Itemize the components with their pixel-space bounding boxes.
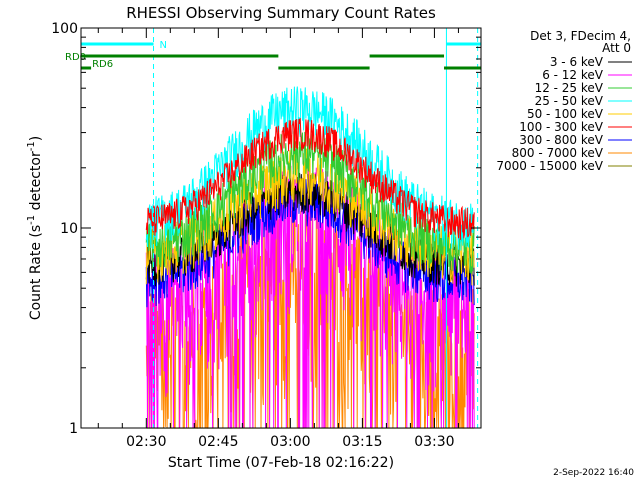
legend-label-8: 7000 - 15000 keV [496,159,603,173]
legend-label-2: 12 - 25 keV [535,81,604,95]
series-line-5 [145,118,475,240]
x-tick-label-1: 02:45 [198,434,238,450]
legend-label-6: 300 - 800 keV [519,133,603,147]
x-tick-label-0: 02:30 [126,434,166,450]
legend-label-0: 3 - 6 keV [550,55,604,69]
y-axis-label-main: Count Rate (s [28,225,44,320]
x-tick-label-2: 03:00 [270,434,310,450]
x-tick-label-3: 03:15 [342,434,382,450]
legend-label-3: 25 - 50 keV [535,94,604,108]
footer-timestamp: 2-Sep-2022 16:40 [553,468,634,478]
axes: 02:30 02:45 03:00 03:15 03:30 1 10 100 [51,21,481,450]
state-label-rd6: RD6 [92,59,113,70]
y-axis-label-sup2: -1 [26,141,37,151]
legend-header-line2: Att 0 [602,41,631,55]
x-axis-label: Start Time (07-Feb-18 02:16:22) [168,455,394,471]
x-tick-label-4: 03:30 [414,434,454,450]
y-axis-label-mid: detector [28,151,44,215]
y-axis-label-end: ) [28,136,44,141]
y-axis-label-sup1: -1 [26,215,37,225]
y-tick-label-2: 100 [51,21,78,37]
legend-label-5: 100 - 300 keV [519,120,603,134]
state-label-rd0: RD0 [65,52,86,63]
legend-header-line1: Det 3, FDecim 4, [530,29,631,43]
y-tick-label-1: 10 [60,221,78,237]
legend-label-7: 800 - 7000 keV [512,146,604,160]
legend-label-1: 6 - 12 keV [542,68,604,82]
chart-title: RHESSI Observing Summary Count Rates [126,4,436,22]
state-bars: N RD0 RD6 [65,40,481,70]
legend-label-4: 50 - 100 keV [527,107,604,121]
state-label-n: N [160,40,167,51]
y-tick-label-0: 1 [69,421,78,437]
y-axis-label: Count Rate (s-1 detector-1) [26,136,44,320]
series-layer [145,86,475,429]
